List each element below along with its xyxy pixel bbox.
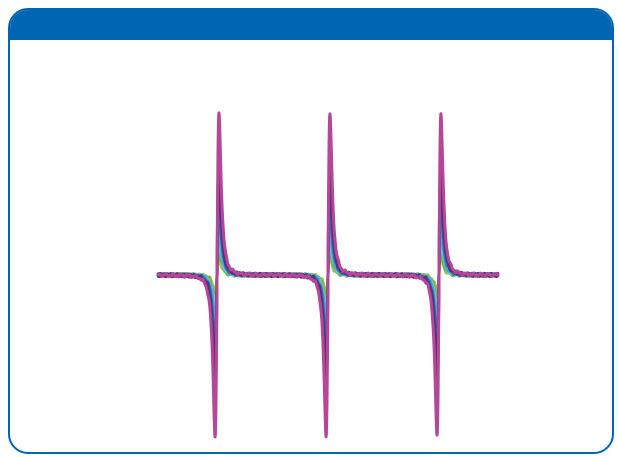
spectrum-series-8	[156, 111, 500, 439]
chart-panel	[8, 8, 614, 454]
panel-header-bar	[10, 10, 612, 40]
